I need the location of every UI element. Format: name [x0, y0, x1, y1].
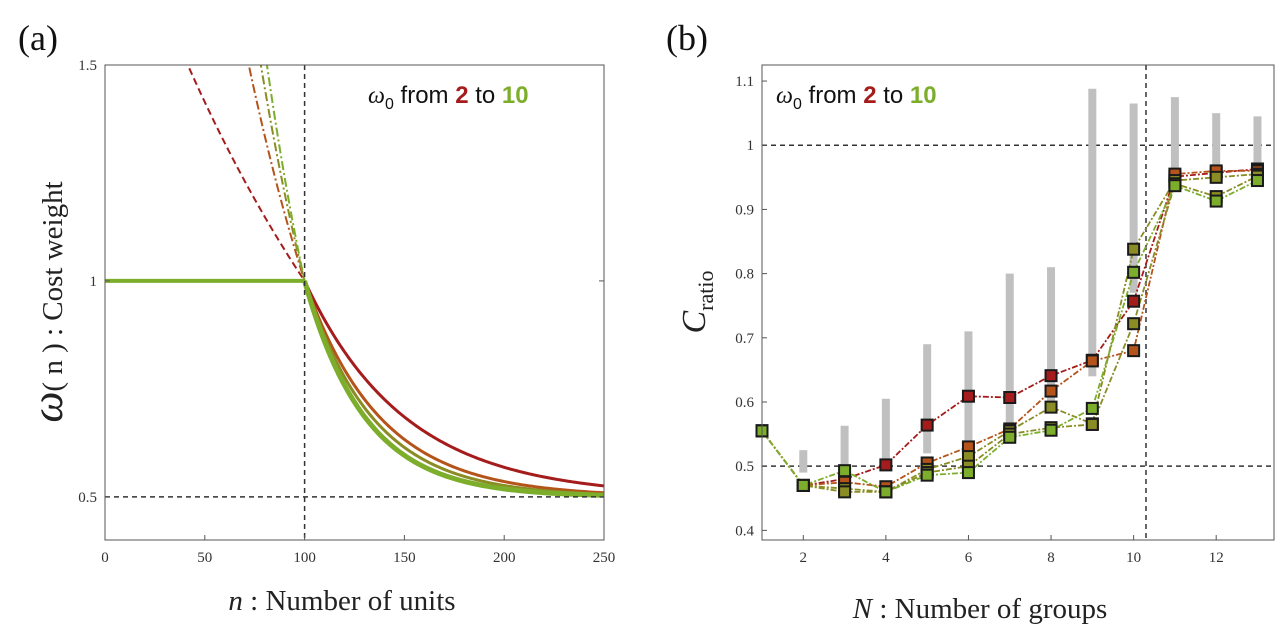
chart-a-x-tick-label: 150	[393, 550, 416, 566]
chart-b-point	[1044, 423, 1058, 437]
chart-b-y-tick-label: 1.1	[735, 74, 754, 90]
chart-b-distribution-bar	[1170, 97, 1179, 171]
chart-b-point	[1044, 384, 1058, 398]
chart-b-frame	[761, 64, 1275, 541]
chart-b-distribution-bar	[1005, 273, 1014, 428]
chart-a-x-ticks: 0 50 100 150 200 250	[101, 535, 615, 566]
chart-a-series-right-1	[303, 280, 604, 488]
chart-b-point	[838, 464, 852, 478]
chart-b-point	[1127, 344, 1141, 358]
chart-a-legend: ω0 from 2 to 10	[368, 82, 529, 113]
chart-a-x-tick-label: 50	[197, 550, 212, 566]
panel-label-b: (b)	[666, 18, 708, 58]
chart-a-y-tick-label: 1.5	[78, 58, 97, 74]
chart-a-frame	[104, 64, 605, 541]
chart-b-x-axis-title: N : Number of groups	[852, 593, 1108, 625]
chart-b-distribution-bar	[1129, 103, 1138, 293]
chart-b-x-tick-label: 4	[882, 550, 890, 566]
chart-b-y-tick-label: 1	[747, 138, 755, 154]
chart-b-x-tick-label: 10	[1126, 550, 1141, 566]
chart-b-point	[1044, 400, 1058, 414]
chart-b-point	[1168, 179, 1182, 193]
chart-b-distribution-bar	[840, 425, 849, 470]
chart-a-series-right-3	[303, 280, 604, 496]
chart-b-y-tick-label: 0.5	[735, 459, 754, 475]
chart-a-y-tick-label: 1	[90, 274, 98, 290]
chart-b-x-ticks: 2 4 6 8 10 12	[800, 535, 1224, 566]
chart-b-point	[920, 468, 934, 482]
chart-b-point	[1127, 242, 1141, 256]
chart-b-legend: ω0 from 2 to 10	[776, 82, 937, 113]
chart-b-point	[1127, 294, 1141, 308]
chart-b-x-tick-label: 6	[965, 550, 973, 566]
chart-b: 2 4 6 8 10 12 0.4 0.5 0.6 0.7 0.8 0.9 1 1.1 ω0 from …	[676, 64, 1275, 625]
chart-b-point	[879, 458, 893, 472]
chart-a-x-tick-label: 200	[493, 550, 516, 566]
chart-b-x-tick-label: 2	[800, 550, 808, 566]
chart-b-x-tick-label: 12	[1209, 550, 1224, 566]
chart-b-y-axis-title: Cratio	[676, 270, 718, 333]
chart-b-distribution-bar	[1088, 88, 1097, 377]
chart-b-point	[879, 485, 893, 499]
chart-a: 0 50 100 150 200 250 0.511.5 ω0 from 2 to 10 …	[23, 58, 615, 617]
chart-b-point	[961, 389, 975, 403]
chart-a-series-left-4	[265, 65, 306, 282]
chart-b-distribution-bar	[1253, 116, 1262, 168]
chart-a-x-tick-label: 250	[593, 550, 616, 566]
chart-b-point	[961, 466, 975, 480]
chart-a-series-left-3	[259, 65, 306, 282]
chart-b-point	[1085, 417, 1099, 431]
chart-a-reference-lines	[105, 65, 604, 540]
chart-b-distribution-bar	[1047, 267, 1056, 402]
chart-b-point	[1085, 354, 1099, 368]
chart-b-y-tick-label: 0.4	[735, 523, 754, 539]
chart-b-y-tick-label: 0.8	[735, 267, 754, 283]
chart-b-distribution-bar	[964, 331, 973, 444]
chart-b-point	[838, 485, 852, 499]
chart-b-point	[1127, 265, 1141, 279]
chart-a-series-left-2	[247, 65, 306, 282]
chart-b-point	[1003, 391, 1017, 404]
chart-b-point	[796, 478, 810, 492]
chart-a-series-right-4	[302, 280, 604, 498]
chart-b-distribution-bars	[799, 88, 1262, 473]
chart-b-distribution-bar	[923, 344, 932, 454]
chart-b-y-tick-label: 0.7	[735, 331, 754, 347]
chart-a-series	[105, 65, 604, 498]
chart-b-point	[1003, 430, 1017, 444]
chart-a-x-tick-label: 0	[101, 550, 109, 566]
chart-a-x-tick-label: 100	[293, 550, 316, 566]
chart-b-point	[1250, 174, 1264, 188]
chart-b-x-tick-label: 8	[1047, 550, 1055, 566]
chart-b-y-ticks: 0.4 0.5 0.6 0.7 0.8 0.9 1 1.1	[735, 74, 767, 539]
chart-b-point	[1209, 170, 1223, 184]
chart-a-x-axis-title: n : Number of units	[228, 585, 455, 617]
chart-b-y-tick-label: 0.9	[735, 202, 754, 218]
chart-a-series-right-2	[303, 280, 604, 495]
chart-b-point	[1044, 369, 1058, 383]
panel-label-a: (a)	[18, 18, 58, 58]
chart-b-distribution-bar	[881, 398, 890, 467]
chart-a-series-left-1	[186, 65, 306, 282]
chart-b-distribution-bar	[1212, 113, 1221, 168]
chart-b-point	[1127, 317, 1141, 331]
chart-b-point	[1209, 194, 1223, 208]
chart-b-y-tick-label: 0.6	[735, 395, 754, 411]
chart-a-y-ticks: 0.5 1 1.5	[78, 58, 604, 506]
chart-a-y-axis-title: ω( n ) : Cost weight	[23, 181, 72, 422]
chart-b-point	[1085, 401, 1099, 415]
chart-b-distribution-bar	[799, 450, 808, 473]
chart-a-y-tick-label: 0.5	[78, 490, 97, 506]
chart-b-point	[920, 418, 934, 432]
